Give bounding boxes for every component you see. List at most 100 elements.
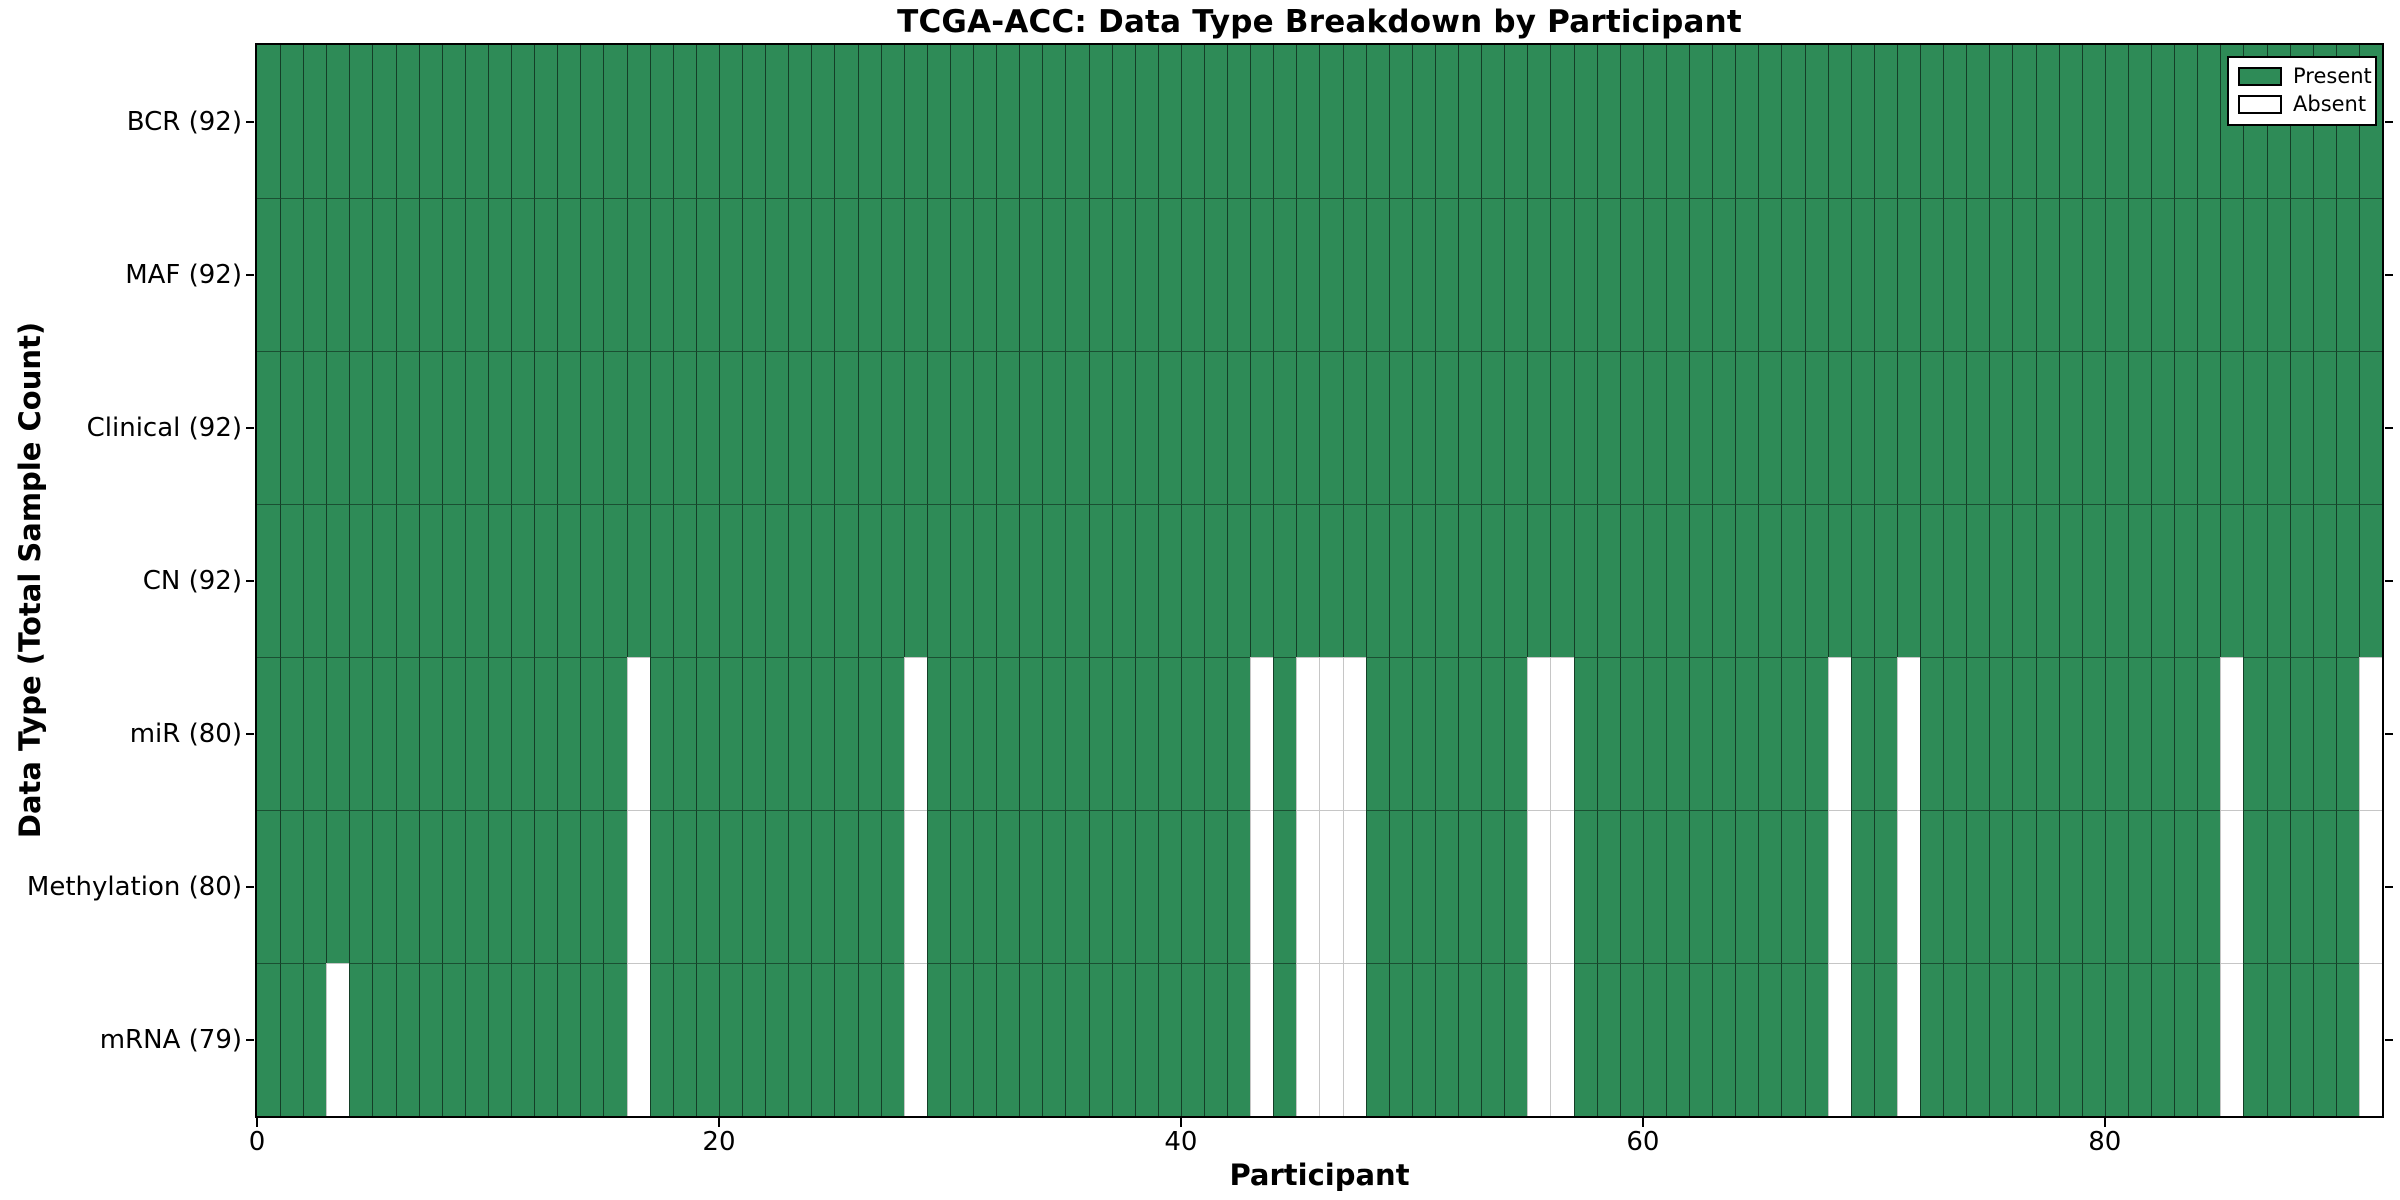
heatmap-cell-miR-p71 xyxy=(1896,657,1921,810)
heatmap-cell-Methylation-p52 xyxy=(1458,810,1482,963)
heatmap-cell-MAF-p26 xyxy=(857,198,881,351)
heatmap-cell-MAF-p37 xyxy=(1111,198,1135,351)
heatmap-cell-Methylation-p57 xyxy=(1573,810,1597,963)
heatmap-cell-Clinical-p46 xyxy=(1319,351,1343,504)
heatmap-cell-miR-p82 xyxy=(2151,657,2175,810)
heatmap-cell-MAF-p2 xyxy=(303,198,327,351)
heatmap-cell-MAF-p15 xyxy=(603,198,627,351)
heatmap-cell-mRNA-p90 xyxy=(2335,963,2359,1116)
heatmap-cell-mRNA-p31 xyxy=(973,963,997,1116)
heatmap-cell-BCR-p80 xyxy=(2104,45,2128,198)
heatmap-cell-Clinical-p25 xyxy=(834,351,858,504)
y-tick-mark-right xyxy=(2385,885,2393,888)
heatmap-cell-Methylation-p41 xyxy=(1204,810,1228,963)
heatmap-cell-BCR-p46 xyxy=(1319,45,1343,198)
heatmap-cell-miR-p77 xyxy=(2035,657,2059,810)
heatmap-cell-miR-p75 xyxy=(1989,657,2013,810)
heatmap-cell-miR-p35 xyxy=(1065,657,1089,810)
heatmap-cell-MAF-p45 xyxy=(1296,198,1320,351)
heatmap-cell-mRNA-p20 xyxy=(718,963,743,1116)
heatmap-cell-Clinical-p78 xyxy=(2058,351,2082,504)
heatmap-cell-BCR-p59 xyxy=(1619,45,1643,198)
heatmap-cell-MAF-p88 xyxy=(2289,198,2313,351)
heatmap-cell-BCR-p41 xyxy=(1204,45,1228,198)
heatmap-cell-mRNA-p18 xyxy=(672,963,696,1116)
y-tick-label-BCR: BCR (92) xyxy=(126,106,242,137)
heatmap-cell-MAF-p63 xyxy=(1712,198,1736,351)
heatmap-cell-mRNA-p6 xyxy=(395,963,419,1116)
heatmap-cell-miR-p60 xyxy=(1642,657,1666,810)
heatmap-cell-mRNA-p78 xyxy=(2058,963,2082,1116)
heatmap-cell-Clinical-p79 xyxy=(2081,351,2105,504)
heatmap-cell-Clinical-p5 xyxy=(372,351,396,504)
heatmap-cell-Clinical-p23 xyxy=(788,351,812,504)
heatmap-cell-MAF-p61 xyxy=(1665,198,1690,351)
heatmap-cell-Clinical-p30 xyxy=(949,351,974,504)
heatmap-cell-mRNA-p13 xyxy=(557,963,581,1116)
heatmap-cell-miR-p19 xyxy=(695,657,719,810)
heatmap-cell-mRNA-p0 xyxy=(257,963,281,1116)
heatmap-cell-mRNA-p19 xyxy=(695,963,719,1116)
heatmap-cell-Methylation-p49 xyxy=(1388,810,1412,963)
heatmap-cell-MAF-p33 xyxy=(1019,198,1043,351)
x-tick-mark xyxy=(2103,1118,2106,1127)
heatmap-cell-CN-p63 xyxy=(1712,504,1736,657)
heatmap-cell-mRNA-p84 xyxy=(2197,963,2221,1116)
heatmap-cell-mRNA-p81 xyxy=(2127,963,2152,1116)
heatmap-cell-CN-p86 xyxy=(2243,504,2267,657)
heatmap-cell-BCR-p65 xyxy=(1758,45,1782,198)
heatmap-cell-BCR-p69 xyxy=(1850,45,1874,198)
heatmap-cell-MAF-p23 xyxy=(788,198,812,351)
heatmap-cell-mRNA-p25 xyxy=(834,963,858,1116)
heatmap-cell-BCR-p35 xyxy=(1065,45,1089,198)
present-swatch-icon xyxy=(2238,67,2282,86)
heatmap-cell-Methylation-p0 xyxy=(257,810,281,963)
heatmap-cell-BCR-p18 xyxy=(672,45,696,198)
heatmap-cell-MAF-p32 xyxy=(996,198,1020,351)
heatmap-cell-Methylation-p44 xyxy=(1273,810,1297,963)
heatmap-cell-mRNA-p8 xyxy=(441,963,465,1116)
heatmap-cell-miR-p16 xyxy=(626,657,650,810)
heatmap-cell-Clinical-p69 xyxy=(1850,351,1874,504)
heatmap-cell-MAF-p14 xyxy=(580,198,604,351)
y-tick-mark-right xyxy=(2385,732,2393,735)
heatmap-cell-Clinical-p15 xyxy=(603,351,627,504)
heatmap-cell-Clinical-p57 xyxy=(1573,351,1597,504)
heatmap-cell-BCR-p49 xyxy=(1388,45,1412,198)
heatmap-cell-mRNA-p26 xyxy=(857,963,881,1116)
heatmap-cell-mRNA-p46 xyxy=(1319,963,1343,1116)
heatmap-cell-Methylation-p76 xyxy=(2012,810,2036,963)
heatmap-cell-Clinical-p72 xyxy=(1920,351,1944,504)
plot-area xyxy=(255,43,2384,1118)
heatmap-cell-BCR-p56 xyxy=(1550,45,1574,198)
heatmap-cell-miR-p15 xyxy=(603,657,627,810)
heatmap-cell-Methylation-p30 xyxy=(949,810,974,963)
heatmap-cell-BCR-p57 xyxy=(1573,45,1597,198)
heatmap-cell-mRNA-p73 xyxy=(1943,963,1967,1116)
heatmap-cell-MAF-p56 xyxy=(1550,198,1574,351)
x-axis-label: Participant xyxy=(1229,1158,1410,1192)
heatmap-cell-MAF-p41 xyxy=(1204,198,1228,351)
heatmap-cell-BCR-p3 xyxy=(326,45,350,198)
heatmap-cell-Methylation-p38 xyxy=(1134,810,1158,963)
heatmap-cell-MAF-p51 xyxy=(1434,198,1459,351)
heatmap-cell-BCR-p48 xyxy=(1365,45,1389,198)
heatmap-cell-Methylation-p8 xyxy=(441,810,465,963)
heatmap-cell-MAF-p8 xyxy=(441,198,465,351)
heatmap-cell-MAF-p28 xyxy=(903,198,927,351)
heatmap-cell-mRNA-p67 xyxy=(1804,963,1828,1116)
heatmap-cell-Methylation-p3 xyxy=(326,810,350,963)
heatmap-cell-CN-p3 xyxy=(326,504,350,657)
heatmap-cell-MAF-p80 xyxy=(2104,198,2128,351)
heatmap-cell-MAF-p49 xyxy=(1388,198,1412,351)
heatmap-cell-mRNA-p2 xyxy=(303,963,327,1116)
heatmap-cell-Clinical-p53 xyxy=(1481,351,1505,504)
heatmap-cell-MAF-p84 xyxy=(2197,198,2221,351)
heatmap-cell-Methylation-p72 xyxy=(1920,810,1944,963)
heatmap-cell-Methylation-p71 xyxy=(1896,810,1921,963)
heatmap-cell-Clinical-p3 xyxy=(326,351,350,504)
heatmap-cell-MAF-p87 xyxy=(2266,198,2290,351)
heatmap-cell-Clinical-p8 xyxy=(441,351,465,504)
heatmap-cell-CN-p57 xyxy=(1573,504,1597,657)
